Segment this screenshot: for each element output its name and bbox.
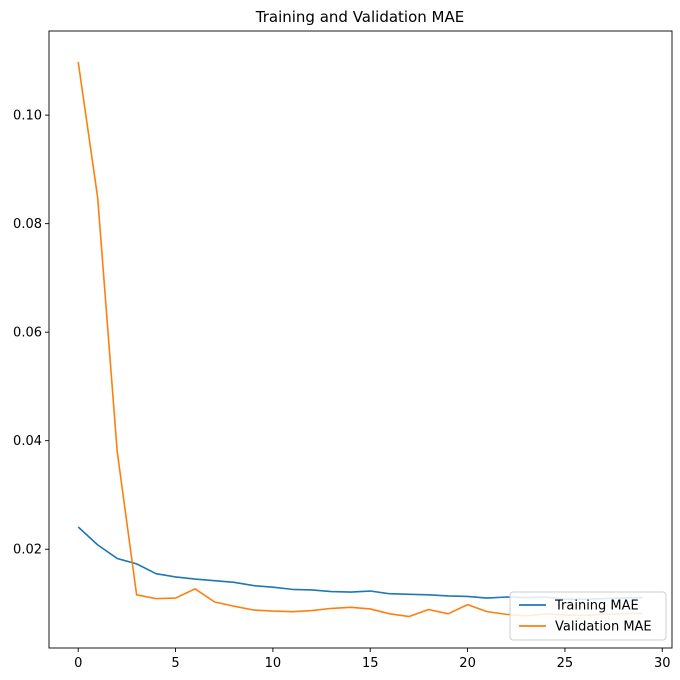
y-tick-label: 0.04 xyxy=(13,434,42,449)
x-tick-label: 0 xyxy=(74,656,82,671)
legend-box xyxy=(509,591,667,641)
y-tick-label: 0.08 xyxy=(13,217,42,232)
legend: Training MAE Validation MAE xyxy=(509,591,667,641)
x-tick-label: 25 xyxy=(557,656,574,671)
y-tick-label: 0.06 xyxy=(13,326,42,341)
y-tick-label: 0.02 xyxy=(13,543,42,558)
plot-frame xyxy=(48,30,673,649)
chart-title: Training and Validation MAE xyxy=(255,8,464,26)
plot-series-group xyxy=(77,61,643,618)
legend-label-1: Validation MAE xyxy=(555,620,652,635)
x-tick-label: 20 xyxy=(459,656,476,671)
x-tick-label: 5 xyxy=(171,656,179,671)
y-tick-label: 0.10 xyxy=(13,109,42,124)
x-tick-label: 15 xyxy=(362,656,379,671)
series-line-0 xyxy=(77,526,643,600)
axes-group: 0 5 10 15 20 25 30 0.02 0.04 0.06 0.08 0.10 xyxy=(13,30,673,671)
series-line-1 xyxy=(77,61,643,618)
x-tick-label: 10 xyxy=(265,656,282,671)
x-tick-label: 30 xyxy=(654,656,671,671)
legend-label-0: Training MAE xyxy=(554,599,639,614)
